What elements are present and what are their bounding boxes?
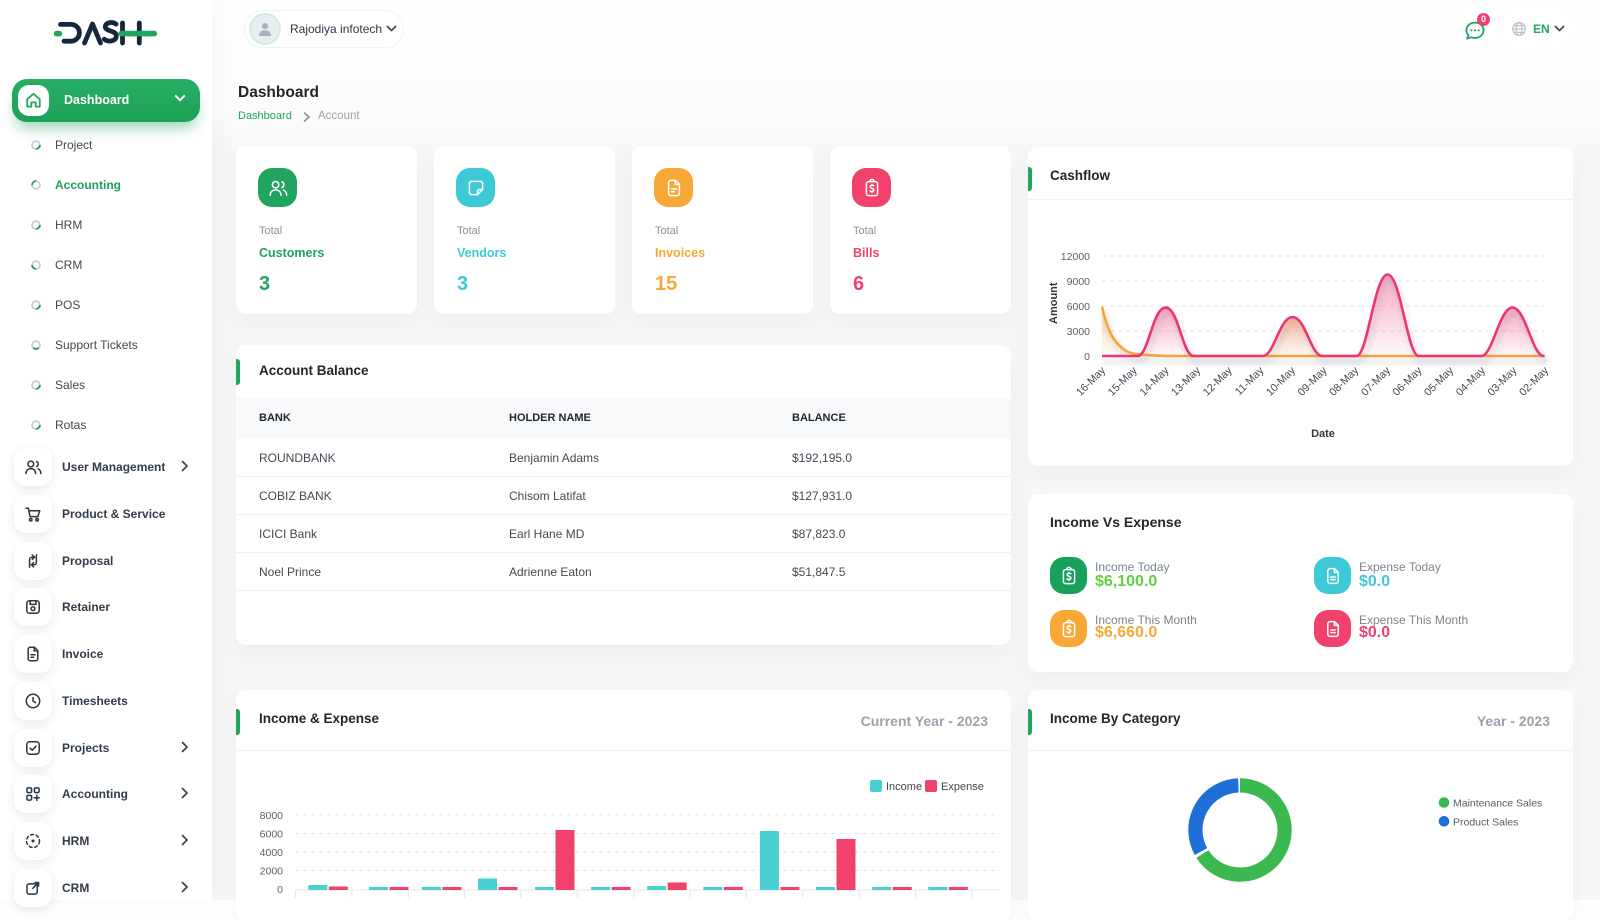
svg-text:13-May: 13-May [1169,364,1203,398]
svg-text:0: 0 [277,884,283,896]
svg-text:09-May: 09-May [1296,364,1330,398]
svg-text:8000: 8000 [260,810,284,822]
svg-text:08-May: 08-May [1327,364,1361,398]
svg-text:Income: Income [886,781,922,793]
svg-text:15-May: 15-May [1106,364,1140,398]
svg-text:3000: 3000 [1067,326,1091,338]
svg-text:16-May: 16-May [1074,364,1108,398]
svg-text:06-May: 06-May [1391,364,1425,398]
svg-text:05-May: 05-May [1422,364,1456,398]
svg-text:02-May: 02-May [1517,364,1551,398]
svg-text:Maintenance Sales: Maintenance Sales [1453,798,1542,810]
svg-text:10-May: 10-May [1264,364,1298,398]
svg-text:6000: 6000 [1067,301,1091,313]
svg-text:03-May: 03-May [1485,364,1519,398]
svg-text:2000: 2000 [260,866,284,878]
svg-text:4000: 4000 [260,847,284,859]
svg-text:0: 0 [1084,351,1090,363]
svg-text:07-May: 07-May [1359,364,1393,398]
svg-text:Product Sales: Product Sales [1453,816,1518,828]
svg-text:Amount: Amount [1048,282,1060,324]
svg-text:Expense: Expense [941,781,984,793]
svg-text:Date: Date [1311,428,1335,440]
svg-text:11-May: 11-May [1233,364,1267,398]
svg-text:6000: 6000 [260,829,284,841]
svg-text:12-May: 12-May [1201,364,1235,398]
svg-text:14-May: 14-May [1137,364,1171,398]
svg-text:04-May: 04-May [1454,364,1488,398]
svg-text:9000: 9000 [1067,276,1091,288]
svg-text:12000: 12000 [1061,251,1090,263]
